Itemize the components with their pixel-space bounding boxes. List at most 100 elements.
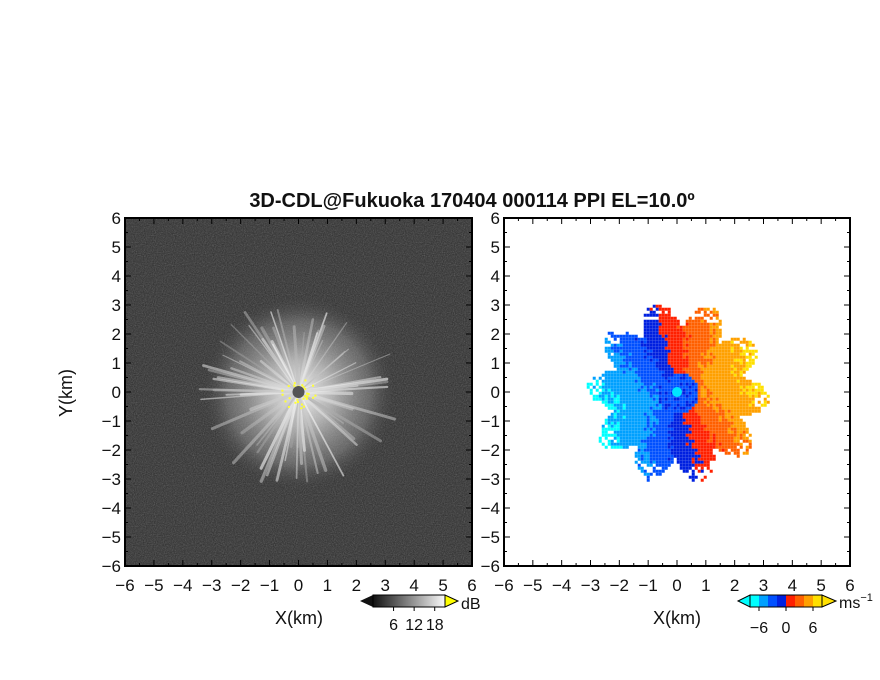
snr-ray xyxy=(243,311,300,394)
snr-ray xyxy=(212,388,300,394)
snr-ray xyxy=(202,364,300,394)
y-tick-label: 0 xyxy=(491,383,500,402)
snr-ray xyxy=(297,353,344,393)
y-tick-label: 0 xyxy=(112,383,121,402)
velocity-colorbar-under xyxy=(736,594,751,608)
snr-saturated-pixel xyxy=(306,395,309,398)
snr-ray xyxy=(232,390,301,465)
snr-colorbar-tick-label: 6 xyxy=(389,617,398,634)
snr-saturated-pixel xyxy=(287,405,290,408)
snr-saturated-pixel xyxy=(312,384,315,387)
snr-saturated-pixel xyxy=(304,379,307,382)
velocity-center-mask xyxy=(672,387,682,397)
y-tick-label: −6 xyxy=(481,557,500,576)
y-tick-label: −5 xyxy=(102,528,121,547)
snr-saturated-pixel xyxy=(305,397,308,400)
snr-saturated-pixel xyxy=(293,382,296,385)
snr-saturated-pixel xyxy=(293,384,296,387)
snr-colorbar-over xyxy=(444,594,460,608)
y-tick-label: 5 xyxy=(112,238,121,257)
snr-colorbar-under xyxy=(360,595,373,607)
snr-ray xyxy=(256,391,300,446)
snr-saturated-pixel xyxy=(306,392,309,395)
snr-ray xyxy=(276,309,300,393)
snr-rays xyxy=(198,309,397,483)
y-tick-label: 1 xyxy=(112,354,121,373)
velocity-colorbar-tick-label: −6 xyxy=(750,620,768,637)
snr-saturated-pixel xyxy=(296,398,299,401)
snr-echo xyxy=(198,297,397,489)
velocity-echo xyxy=(586,304,770,482)
snr-saturated-pixel xyxy=(294,401,297,404)
snr-saturated-pixel xyxy=(287,385,290,388)
x-tick-label: 0 xyxy=(294,576,303,595)
snr-saturated-pixel xyxy=(281,393,284,396)
y-tick-label: 3 xyxy=(491,296,500,315)
snr-ray xyxy=(297,332,305,393)
snr-ray xyxy=(297,321,348,393)
x-tick-label: −5 xyxy=(523,576,542,595)
snr-saturated-pixel xyxy=(304,387,307,390)
y-tick-label: −5 xyxy=(481,528,500,547)
snr-saturated-pixel xyxy=(312,396,315,399)
chart-title: 3D-CDL@Fukuoka 170404 000114 PPI EL=10.0… xyxy=(249,190,694,212)
y-tick-label: −6 xyxy=(102,557,121,576)
x-tick-label: −1 xyxy=(260,576,279,595)
y-tick-label: 5 xyxy=(491,238,500,257)
snr-saturated-pixel xyxy=(300,407,303,410)
y-tick-label: 2 xyxy=(112,325,121,344)
snr-ray xyxy=(248,324,300,393)
snr-ray xyxy=(296,390,328,472)
snr-saturated-pixel xyxy=(300,403,303,406)
snr-ray xyxy=(260,326,301,394)
velocity-colorbar-over xyxy=(821,594,838,608)
x-tick-label: 5 xyxy=(816,576,825,595)
snr-ray xyxy=(297,377,389,394)
snr-ray xyxy=(230,323,300,393)
snr-saturated-pixel xyxy=(288,397,291,400)
x-tick-label: −3 xyxy=(202,576,221,595)
snr-ray xyxy=(275,390,300,482)
snr-ray xyxy=(225,391,300,396)
snr-saturated-pixel xyxy=(302,397,305,400)
y-tick-label: 3 xyxy=(112,296,121,315)
x-tick-label: −6 xyxy=(494,576,513,595)
snr-ray xyxy=(297,318,315,394)
x-tick-label: 5 xyxy=(438,576,447,595)
x-tick-label: 0 xyxy=(672,576,681,595)
snr-saturated-pixel xyxy=(305,396,308,399)
y-tick-label: 6 xyxy=(491,209,500,228)
x-tick-label: −2 xyxy=(231,576,250,595)
x-tick-label: 2 xyxy=(730,576,739,595)
snr-ray xyxy=(297,390,358,446)
x-tick-label: 4 xyxy=(409,576,418,595)
snr-ray xyxy=(297,390,309,483)
y-tick-label: −2 xyxy=(102,441,121,460)
x-tick-label: 3 xyxy=(759,576,768,595)
x-tick-label: 3 xyxy=(381,576,390,595)
y-tick-label: 1 xyxy=(491,354,500,373)
snr-ray xyxy=(259,390,301,470)
snr-ray xyxy=(270,311,300,393)
x-tick-label: 6 xyxy=(845,576,854,595)
x-tick-label: −5 xyxy=(144,576,163,595)
snr-ray xyxy=(297,339,324,393)
y-tick-label: 4 xyxy=(112,267,121,286)
y-tick-label: −4 xyxy=(102,499,121,518)
velocity-colorbar-tick-label: 0 xyxy=(782,620,791,637)
x-tick-label: 2 xyxy=(352,576,361,595)
snr-ray xyxy=(297,380,389,394)
x-tick-label: 1 xyxy=(323,576,332,595)
snr-ray xyxy=(296,390,354,411)
snr-ray xyxy=(219,340,300,393)
x-tick-label: −1 xyxy=(638,576,657,595)
snr-saturated-pixel xyxy=(284,400,287,403)
snr-saturated-pixel xyxy=(307,392,310,395)
x-tick-label: 4 xyxy=(788,576,797,595)
velocity-colorbar-ramp xyxy=(749,594,823,608)
y-tick-label: −4 xyxy=(481,499,500,518)
